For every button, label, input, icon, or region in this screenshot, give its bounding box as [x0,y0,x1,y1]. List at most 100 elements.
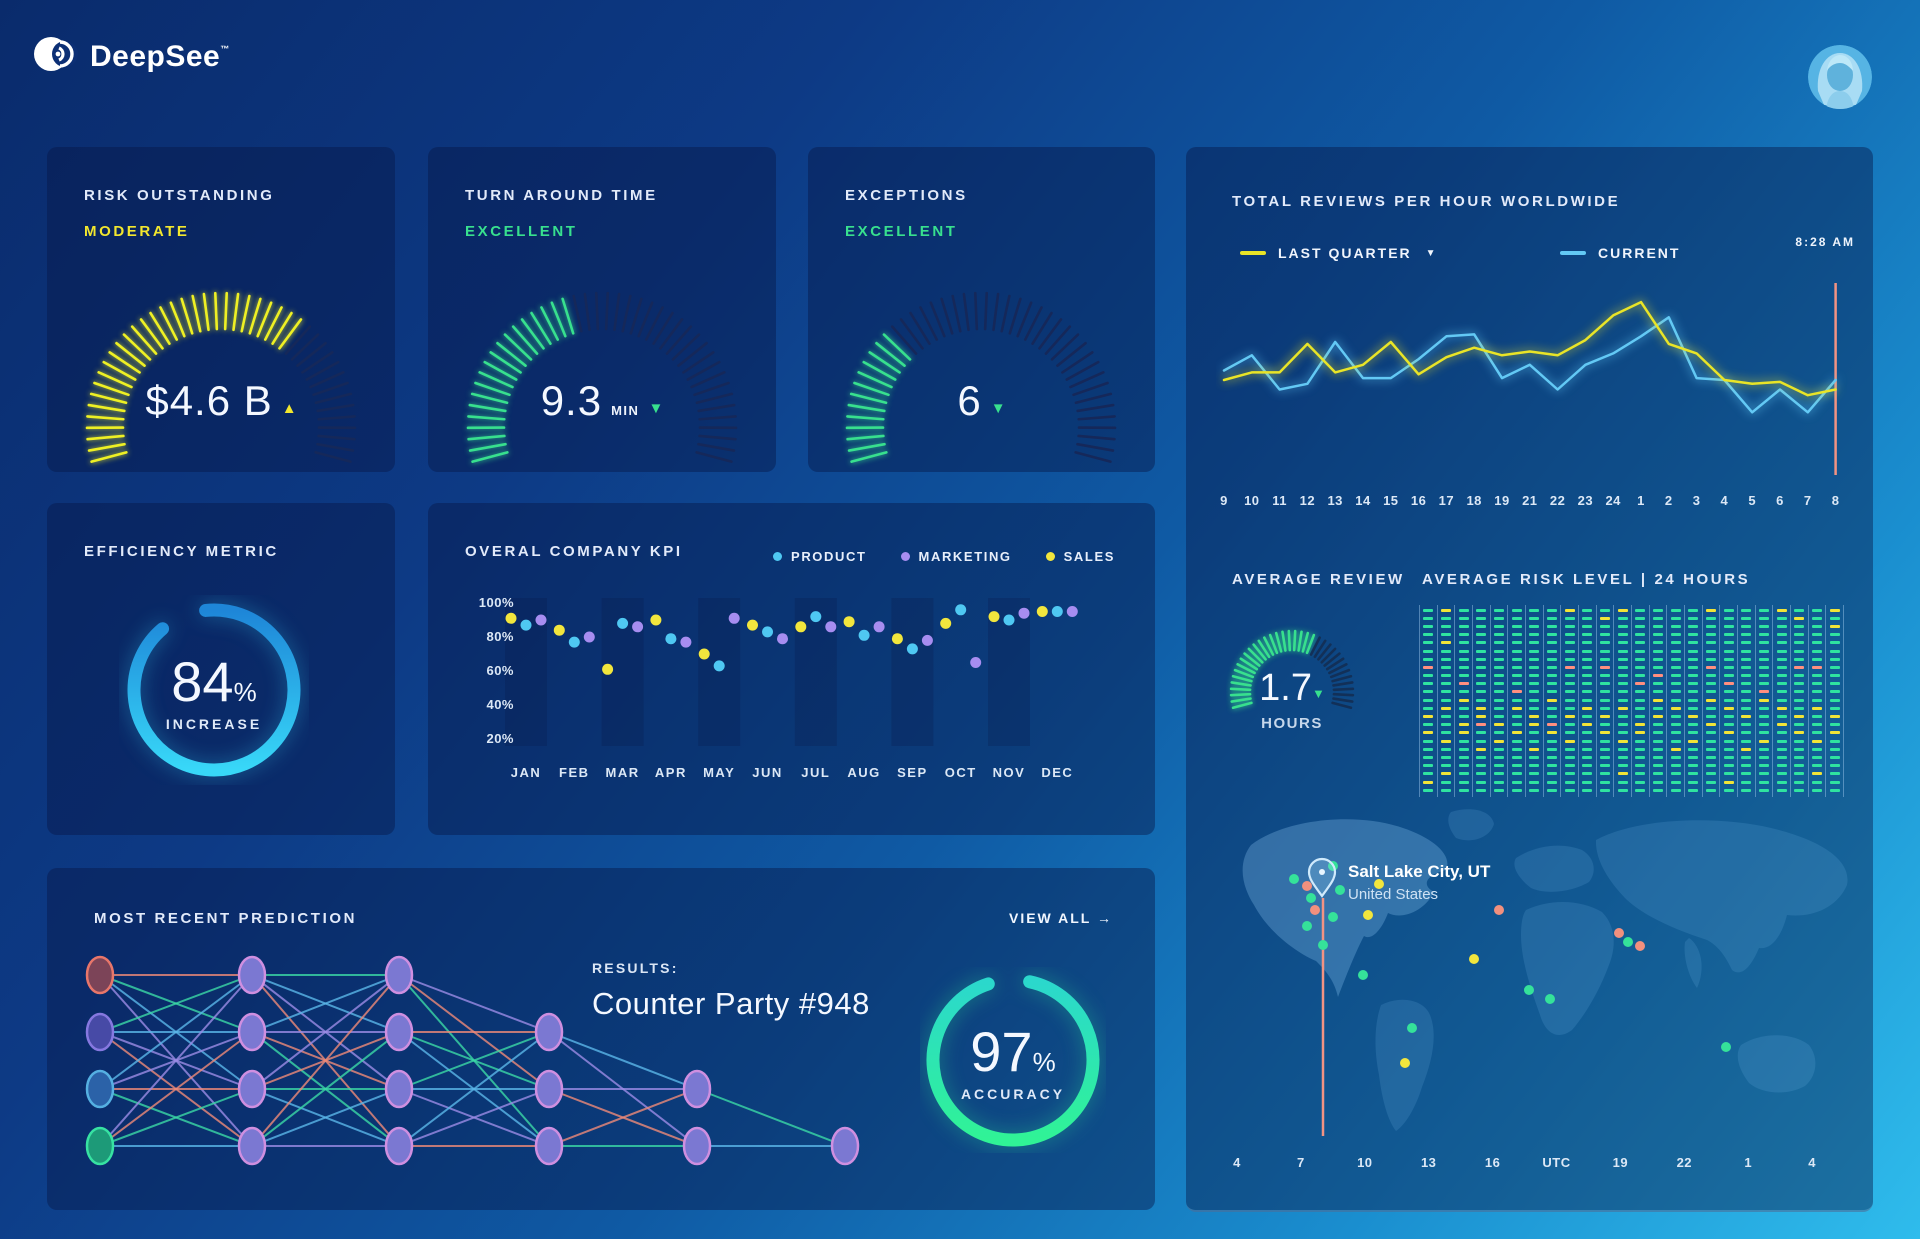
chevron-down-icon: ▼ [1425,247,1436,259]
map-india [1684,938,1702,988]
kpi-month-label: JUL [801,765,831,780]
hour-label: 14 [1355,493,1371,508]
kpi-month-label: MAY [703,765,736,780]
kpi-month-label: APR [654,765,687,780]
prediction-result: Counter Party #948 [592,986,870,1021]
utc-axis-label: 13 [1420,1155,1437,1170]
average-review-unit: HOURS [1261,715,1323,732]
trend-down-icon: ▼ [1311,686,1325,701]
status-badge: EXCELLENT [845,223,958,240]
efficiency-ring [127,603,301,777]
risk-grid-column [1631,605,1649,797]
hour-label: 13 [1327,493,1343,508]
hour-label: 19 [1494,493,1510,508]
trend-down-icon: ▼ [990,400,1006,417]
legend-marketing: MARKETING [900,549,1012,564]
panel-worldwide-reviews: TOTAL REVIEWS PER HOUR WORLDWIDE 8:28 AM… [1186,147,1873,1212]
hour-label: 16 [1410,493,1427,508]
trend-up-icon: ▲ [281,400,297,417]
kpi-month-label: FEB [559,765,590,780]
card-company-kpi: OVERAL COMPANY KPI PRODUCT MARKETING SAL… [428,503,1155,835]
card-risk-outstanding: RISK OUTSTANDING MODERATE $4.6 B ▲ [47,147,395,472]
card-exceptions: EXCEPTIONS EXCELLENT 6 ▼ [808,147,1155,472]
hour-label: 10 [1244,493,1260,508]
legend-product: PRODUCT [773,549,866,564]
card-most-recent-prediction: MOST RECENT PREDICTION VIEW ALL → RESULT… [47,868,1155,1210]
reviews-line-chart [1222,283,1837,475]
hour-label: 18 [1466,493,1482,508]
utc-axis-label: 16 [1484,1155,1501,1170]
hour-label: 24 [1605,493,1621,508]
risk-grid-column [1684,605,1702,797]
map-city-label: Salt Lake City, UT [1348,862,1491,881]
utc-axis-label: 4 [1233,1155,1241,1170]
app-header: DeepSee™ [30,30,230,83]
risk-grid-column [1436,605,1455,797]
status-badge: EXCELLENT [465,223,578,240]
trend-down-icon: ▼ [648,400,664,417]
hour-label: 15 [1383,493,1399,508]
risk-grid-column [1525,605,1543,797]
kpi-month-label: DEC [1041,765,1074,780]
legend-current: CURRENT [1560,245,1680,261]
trademark: ™ [220,43,230,54]
results-label: RESULTS: [592,960,679,976]
average-review-value: 1.7▼ [1259,667,1325,709]
hour-label: 17 [1438,493,1455,508]
reviews-title: TOTAL REVIEWS PER HOUR WORLDWIDE [1232,193,1621,210]
turnaround-value: 9.3 [540,377,603,424]
card-title: EXCEPTIONS [845,187,968,204]
risk-grid-column [1454,605,1472,797]
risk-grid-column [1507,605,1525,797]
risk-grid-column [1542,605,1561,797]
hour-label: 21 [1522,493,1538,508]
utc-axis-label: 1 [1744,1155,1753,1170]
risk-value: $4.6 B [145,377,273,424]
hour-label: 1 [1637,493,1645,508]
user-avatar[interactable] [1808,45,1872,109]
risk-gauge [85,291,357,463]
utc-axis-label: 22 [1676,1155,1693,1170]
deepsee-logo-icon [30,30,78,83]
status-badge: MODERATE [84,223,190,240]
risk-grid-column [1489,605,1508,797]
card-turn-around-time: TURN AROUND TIME EXCELLENT 9.3 MIN ▼ [428,147,776,472]
risk-grid-column [1790,605,1808,797]
hour-label: 23 [1577,493,1594,508]
hour-label: 7 [1803,493,1812,508]
risk-grid-column [1578,605,1596,797]
utc-axis-label: UTC [1542,1155,1571,1170]
world-map: Salt Lake City, UT United States [1196,800,1863,1140]
risk-grid-column [1754,605,1773,797]
risk-grid-column [1701,605,1720,797]
turnaround-gauge [466,291,738,463]
turnaround-unit: MIN [611,403,640,418]
exceptions-value: 6 [957,377,982,424]
kpi-month-label: OCT [944,765,977,780]
utc-axis-label: 19 [1612,1155,1629,1170]
risk-grid-column [1666,605,1684,797]
hour-label: 6 [1776,493,1784,508]
kpi-legend: PRODUCT MARKETING SALES [773,549,1115,564]
map-asia [1595,820,1848,973]
legend-last-quarter[interactable]: LAST QUARTER ▼ [1240,245,1436,261]
card-title: MOST RECENT PREDICTION [94,910,358,927]
view-all-link[interactable]: VIEW ALL → [1008,910,1113,926]
hour-label: 22 [1549,493,1566,508]
card-title: OVERAL COMPANY KPI [465,543,683,560]
hour-label: 2 [1664,493,1673,508]
card-title: TURN AROUND TIME [465,187,658,204]
efficiency-caption: INCREASE [165,715,263,732]
card-efficiency-metric: EFFICIENCY METRIC 84% INCREASE [47,503,395,835]
risk-grid-column [1807,605,1826,797]
kpi-month-label: JAN [510,765,542,780]
map-north-america [1242,819,1448,997]
kpi-month-label: JUN [752,765,783,780]
map-europe [1514,845,1594,892]
hour-label: 12 [1299,493,1316,508]
risk-grid-column [1472,605,1490,797]
legend-sales: SALES [1045,549,1115,564]
hour-label: 3 [1692,493,1701,508]
utc-axis-label: 10 [1357,1155,1373,1170]
kpi-month-label: MAR [605,765,640,780]
